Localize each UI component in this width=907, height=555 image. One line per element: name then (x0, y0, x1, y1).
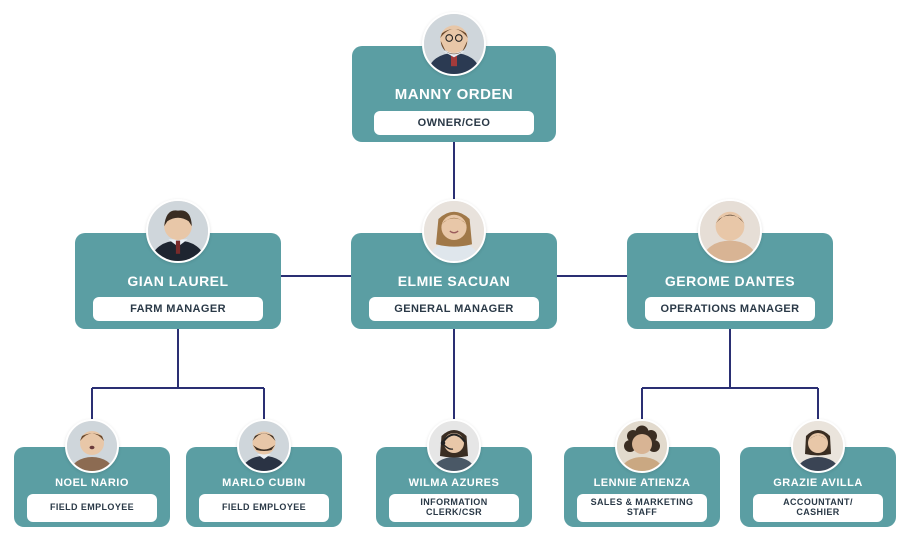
person-name: GRAZIE AVILLA (765, 477, 871, 489)
avatar (65, 419, 119, 473)
person-role: FIELD EMPLOYEE (199, 494, 329, 522)
org-node-gian: GIAN LAUREL FARM MANAGER (75, 199, 281, 329)
person-name: WILMA AZURES (401, 477, 508, 489)
org-node-grazie: GRAZIE AVILLA ACCOUNTANT/ CASHIER (740, 419, 896, 527)
avatar (146, 199, 210, 263)
org-node-wilma: WILMA AZURES INFORMATION CLERK/CSR (376, 419, 532, 527)
person-role: OWNER/CEO (374, 111, 534, 135)
person-name: NOEL NARIO (47, 477, 137, 489)
org-node-noel: NOEL NARIO FIELD EMPLOYEE (14, 419, 170, 527)
person-name: LENNIE ATIENZA (586, 477, 699, 489)
person-role: SALES & MARKETING STAFF (577, 494, 707, 522)
avatar (422, 199, 486, 263)
person-role: GENERAL MANAGER (369, 297, 539, 321)
org-node-elmie: ELMIE SACUAN GENERAL MANAGER (351, 199, 557, 329)
avatar (237, 419, 291, 473)
org-node-gerome: GEROME DANTES OPERATIONS MANAGER (627, 199, 833, 329)
org-node-lennie: LENNIE ATIENZA SALES & MARKETING STAFF (564, 419, 720, 527)
avatar (698, 199, 762, 263)
person-role: OPERATIONS MANAGER (645, 297, 815, 321)
org-node-marlo: MARLO CUBIN FIELD EMPLOYEE (186, 419, 342, 527)
avatar (615, 419, 669, 473)
person-name: GEROME DANTES (657, 273, 803, 289)
person-role: FARM MANAGER (93, 297, 263, 321)
person-name: ELMIE SACUAN (390, 273, 519, 289)
person-role: FIELD EMPLOYEE (27, 494, 157, 522)
person-role: INFORMATION CLERK/CSR (389, 494, 519, 522)
person-name: MANNY ORDEN (387, 86, 522, 103)
avatar (427, 419, 481, 473)
person-role: ACCOUNTANT/ CASHIER (753, 494, 883, 522)
person-name: GIAN LAUREL (119, 273, 236, 289)
avatar (422, 12, 486, 76)
avatar (791, 419, 845, 473)
org-node-ceo: MANNY ORDEN OWNER/CEO (352, 12, 556, 142)
person-name: MARLO CUBIN (214, 477, 314, 489)
